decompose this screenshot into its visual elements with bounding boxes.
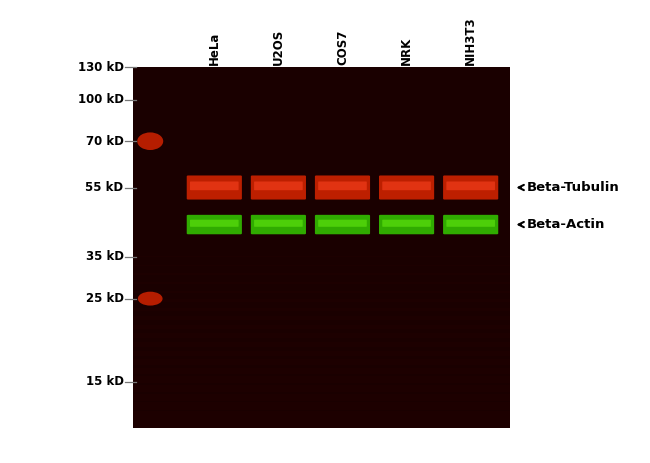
Bar (133, 342, 510, 347)
FancyBboxPatch shape (443, 215, 499, 234)
Bar (133, 282, 510, 284)
FancyBboxPatch shape (251, 215, 306, 234)
Bar (133, 265, 510, 266)
Ellipse shape (138, 292, 162, 306)
Ellipse shape (137, 132, 163, 150)
Bar (133, 308, 510, 311)
Text: NRK: NRK (400, 37, 413, 65)
FancyBboxPatch shape (190, 181, 239, 190)
FancyBboxPatch shape (318, 181, 367, 190)
Bar (133, 350, 510, 356)
Bar (133, 419, 510, 428)
FancyBboxPatch shape (187, 175, 242, 200)
Bar (133, 385, 510, 392)
FancyBboxPatch shape (254, 220, 303, 227)
Bar (133, 299, 510, 302)
Bar (133, 359, 510, 365)
FancyBboxPatch shape (447, 181, 495, 190)
Bar (133, 411, 510, 419)
FancyBboxPatch shape (190, 220, 239, 227)
FancyBboxPatch shape (443, 175, 499, 200)
FancyBboxPatch shape (382, 181, 431, 190)
Bar (133, 368, 510, 374)
Bar (133, 67, 510, 428)
Text: Beta-Actin: Beta-Actin (519, 218, 605, 231)
Bar (133, 402, 510, 410)
FancyBboxPatch shape (315, 215, 370, 234)
Text: COS7: COS7 (336, 30, 349, 65)
Text: NIH3T3: NIH3T3 (464, 16, 477, 65)
Text: 100 kD: 100 kD (77, 93, 124, 106)
FancyBboxPatch shape (382, 220, 431, 227)
FancyBboxPatch shape (254, 181, 303, 190)
Bar (133, 325, 510, 329)
Bar (133, 316, 510, 320)
Bar (133, 376, 510, 383)
FancyBboxPatch shape (379, 215, 434, 234)
Bar (133, 333, 510, 338)
Text: HeLa: HeLa (208, 31, 221, 65)
FancyBboxPatch shape (251, 175, 306, 200)
FancyBboxPatch shape (447, 220, 495, 227)
Bar (133, 394, 510, 401)
Text: 130 kD: 130 kD (77, 61, 124, 74)
Text: 70 kD: 70 kD (86, 135, 124, 148)
FancyBboxPatch shape (315, 175, 370, 200)
FancyBboxPatch shape (318, 220, 367, 227)
Text: U2OS: U2OS (272, 29, 285, 65)
Bar (133, 291, 510, 293)
Text: Beta-Tubulin: Beta-Tubulin (519, 181, 619, 194)
FancyBboxPatch shape (187, 215, 242, 234)
Text: 55 kD: 55 kD (85, 181, 124, 194)
Text: 35 kD: 35 kD (86, 250, 124, 263)
Text: 25 kD: 25 kD (86, 292, 124, 305)
Bar (133, 274, 510, 275)
FancyBboxPatch shape (379, 175, 434, 200)
Text: 15 kD: 15 kD (86, 375, 124, 388)
